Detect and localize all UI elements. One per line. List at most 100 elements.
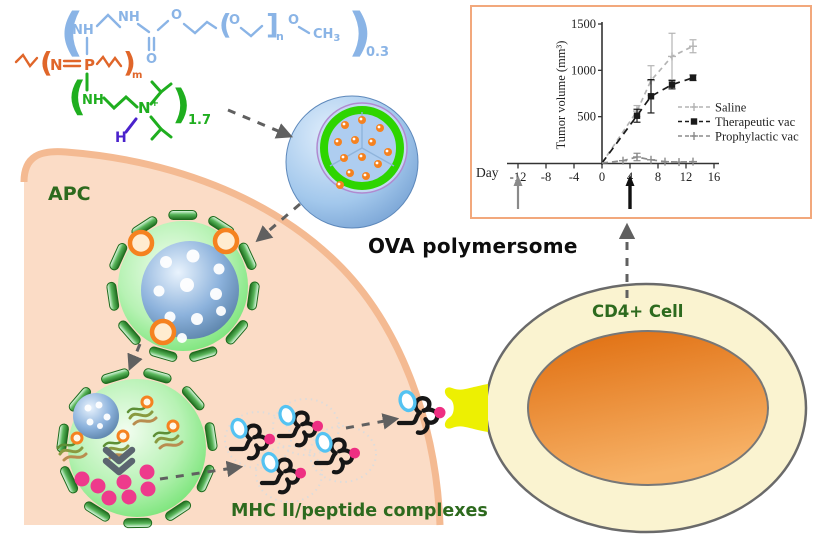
data-marker	[668, 81, 676, 88]
membrane-dash	[168, 209, 198, 221]
atom-ch3: CH3	[313, 27, 340, 44]
event-arrow-head	[513, 175, 523, 186]
arrow-endosome-maturation	[127, 343, 143, 372]
ova-polymersome	[285, 95, 419, 229]
polymersome-pores	[84, 401, 111, 429]
atom-o: O	[171, 8, 182, 23]
bracket: )	[123, 46, 136, 79]
x-tick-label: -4	[569, 170, 580, 184]
cd4-cell-label: CD4+ Cell	[592, 302, 684, 321]
series-line	[601, 76, 694, 164]
degradation-chevron-icon	[102, 446, 136, 476]
paren: (	[60, 3, 84, 63]
membrane-dash	[123, 517, 153, 529]
paren: (	[68, 74, 86, 120]
membrane-dash	[204, 422, 218, 451]
arrow-to-mhc-complexes	[159, 460, 244, 481]
y-tick-label: 500	[577, 110, 596, 124]
x-tick-label: 16	[708, 170, 721, 184]
data-marker	[633, 112, 641, 119]
bond	[159, 82, 173, 94]
atom-o: O	[288, 13, 299, 28]
bracket: (	[40, 46, 53, 79]
peg-chain: ( NH NH O O ( O ] n O CH3 ) 0.3	[60, 3, 389, 67]
bond	[102, 94, 139, 111]
paren: )	[348, 3, 372, 63]
atom-h: H	[115, 130, 127, 146]
x-tick-label: 8	[655, 170, 661, 184]
mhc-complexes-label: MHC II/peptide complexes	[231, 501, 488, 521]
ova-antigen-dots	[127, 227, 240, 346]
bond-wavy	[95, 55, 123, 69]
bond	[150, 127, 163, 141]
membrane-dash	[149, 346, 178, 362]
endosome-uptake	[106, 209, 260, 362]
bond	[136, 22, 151, 34]
legend-label: Saline	[715, 101, 747, 115]
y-axis-title: Tumor volume (mm³)	[554, 41, 568, 150]
backbone: ( N P ) m	[14, 46, 142, 81]
membrane-dash	[118, 320, 141, 345]
tumor-volume-chart-panel: -12-8-4048121650010001500DayTumor volume…	[470, 5, 812, 219]
bond	[149, 90, 163, 106]
flow-arrows	[127, 108, 636, 481]
membrane-dash	[143, 368, 172, 384]
atom-nh: NH	[82, 93, 104, 108]
bond	[159, 127, 173, 139]
membrane-dash	[189, 346, 218, 362]
membrane-dash	[101, 368, 130, 384]
data-marker	[689, 74, 697, 81]
bond	[239, 24, 264, 38]
bond-wavy	[14, 53, 39, 68]
mhc-peptide-complexes	[224, 390, 446, 503]
bond	[156, 19, 170, 32]
legend-label: Therapeutic vac	[715, 115, 796, 129]
membrane-dash	[165, 500, 192, 521]
atom-n: N	[50, 56, 63, 74]
atom-o: O	[229, 13, 240, 28]
membrane-dash	[181, 386, 205, 411]
subscript-n: n	[276, 30, 284, 43]
bond	[95, 13, 122, 29]
series-line	[601, 45, 694, 164]
membrane-dash	[238, 242, 257, 270]
atom-nh: NH	[118, 10, 140, 25]
polymersome-pores	[153, 249, 226, 343]
y-tick-label: 1500	[571, 17, 596, 31]
x-axis-title: Day	[476, 165, 499, 180]
bond	[149, 115, 163, 131]
bond	[297, 25, 311, 35]
bond	[182, 20, 218, 35]
endosome-membrane-dashes	[106, 209, 260, 362]
tumor-volume-chart: -12-8-4048121650010001500DayTumor volume…	[476, 17, 799, 209]
atom-n-plus: N+	[138, 98, 159, 117]
y-tick-label: 1000	[571, 63, 596, 77]
bond	[150, 80, 163, 94]
membrane-dash	[246, 281, 260, 311]
ova-cargo-dots	[334, 116, 392, 189]
legend-label: Prophylactic vac	[715, 130, 799, 144]
data-marker	[690, 118, 698, 125]
membrane-dash	[225, 320, 248, 345]
cd4-nucleus	[527, 330, 769, 486]
bond-h	[124, 117, 138, 134]
fraction-17: 1.7	[188, 113, 211, 128]
x-tick-label: 12	[680, 170, 693, 184]
bracket: ]	[266, 8, 279, 41]
atom-p: P	[84, 56, 95, 74]
bracket: (	[219, 8, 232, 41]
amine-side-group: ( NH N+ ) 1.7 H	[68, 72, 211, 146]
x-tick-label: -8	[541, 170, 551, 184]
paren: )	[172, 82, 190, 128]
apc-label: APC	[48, 183, 91, 205]
arrow-structure-to-polymersome	[227, 108, 294, 139]
cd4-cell	[444, 282, 808, 534]
ova-polymersome-label: OVA polymersome	[368, 234, 578, 258]
tcr-receptor-icon	[444, 384, 488, 432]
endosome-degradation	[56, 368, 218, 529]
membrane-dash	[109, 243, 128, 271]
membrane-dash	[60, 466, 79, 494]
atom-o: O	[146, 52, 157, 67]
